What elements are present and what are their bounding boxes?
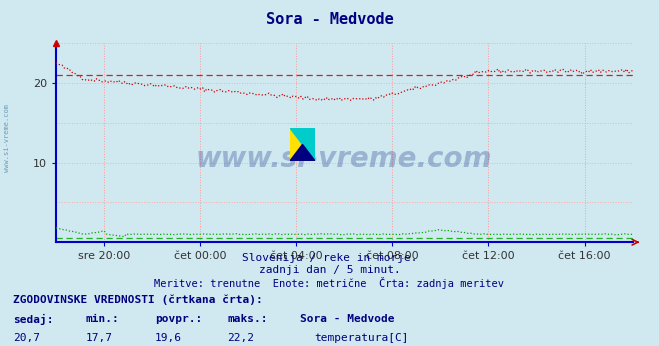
Polygon shape: [290, 128, 315, 161]
Text: sedaj:: sedaj:: [13, 314, 53, 325]
Text: ZGODOVINSKE VREDNOSTI (črtkana črta):: ZGODOVINSKE VREDNOSTI (črtkana črta):: [13, 295, 263, 305]
Text: maks.:: maks.:: [227, 314, 268, 324]
Text: temperatura[C]: temperatura[C]: [314, 333, 409, 343]
Text: Sora - Medvode: Sora - Medvode: [300, 314, 394, 324]
Text: www.si-vreme.com: www.si-vreme.com: [196, 145, 492, 173]
Polygon shape: [290, 145, 315, 161]
Polygon shape: [290, 128, 315, 161]
Text: zadnji dan / 5 minut.: zadnji dan / 5 minut.: [258, 265, 401, 275]
Text: povpr.:: povpr.:: [155, 314, 202, 324]
Text: 19,6: 19,6: [155, 333, 182, 343]
Text: 20,7: 20,7: [13, 333, 40, 343]
Text: Slovenija / reke in morje.: Slovenija / reke in morje.: [242, 253, 417, 263]
Text: min.:: min.:: [86, 314, 119, 324]
Text: Sora - Medvode: Sora - Medvode: [266, 12, 393, 27]
Text: Meritve: trenutne  Enote: metrične  Črta: zadnja meritev: Meritve: trenutne Enote: metrične Črta: …: [154, 277, 505, 289]
Text: www.si-vreme.com: www.si-vreme.com: [3, 104, 10, 172]
Text: 17,7: 17,7: [86, 333, 113, 343]
Text: 22,2: 22,2: [227, 333, 254, 343]
